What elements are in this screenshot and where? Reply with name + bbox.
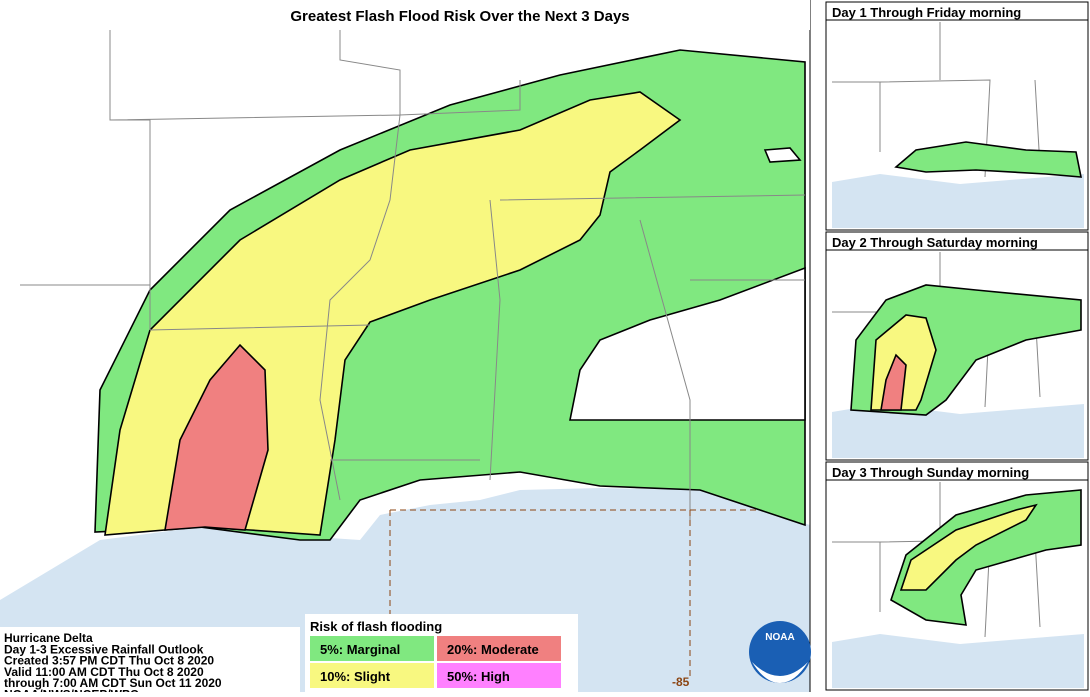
panel-risk-area: [899, 503, 1038, 591]
panel-title-bar: [825, 231, 1089, 251]
panel-water: [832, 404, 1084, 458]
no-risk-area: [569, 266, 806, 421]
info-line: through 7:00 AM CDT Sun Oct 11 2020: [4, 676, 222, 690]
panel: Day 1 Through Friday morning: [825, 1, 1089, 231]
logo-text: NOAA: [765, 632, 794, 643]
legend: 5%: Marginal 20%: Moderate 10%: Slight 50%:…: [310, 636, 561, 688]
panel-water: [832, 634, 1084, 688]
panel: Day 3 Through Sunday morning: [825, 461, 1089, 691]
separator: [810, 0, 824, 692]
info-line: Valid 11:00 AM CDT Thu Oct 8 2020: [4, 665, 204, 679]
panel-risk-area: [880, 353, 907, 411]
panel-states: [832, 22, 1041, 178]
no-risk-area: [763, 147, 802, 163]
legend-swatch: [310, 636, 434, 661]
legend-title: Risk of flash flooding: [310, 619, 442, 634]
panel-title: Day 1 Through Friday morning: [832, 5, 1021, 20]
legend-label: 20%: Moderate: [447, 642, 539, 657]
panel-title: Day 3 Through Sunday morning: [832, 465, 1029, 480]
legend-swatch: [310, 663, 434, 688]
panel: Day 2 Through Saturday morning: [825, 231, 1089, 461]
info-line: NOAA/NWS/NCEP/WPC: [4, 688, 139, 693]
panel-title-bar: [825, 461, 1089, 481]
panel-title-bar: [825, 1, 1089, 21]
longitude-label: -85: [672, 675, 690, 689]
legend-label: 10%: Slight: [320, 669, 391, 684]
moderate-area: [164, 343, 269, 531]
info-line: Created 3:57 PM CDT Thu Oct 8 2020: [4, 654, 214, 668]
panel-risk-area: [894, 141, 1082, 178]
panel-risk-area: [890, 489, 1082, 626]
info-box: [0, 627, 300, 692]
panel-water: [832, 174, 1084, 228]
title-bar: [0, 0, 810, 30]
legend-label: 5%: Marginal: [320, 642, 400, 657]
noaa-logo: NOAA: [749, 621, 811, 683]
panels: Day 1 Through Friday morning Day 2 Throug…: [825, 1, 1089, 691]
info-line: Day 1-3 Excessive Rainfall Outlook: [4, 642, 204, 656]
legend-swatch: [437, 663, 561, 688]
legend-label: 50%: High: [447, 669, 510, 684]
panel-title: Day 2 Through Saturday morning: [832, 235, 1038, 250]
legend-swatch: [437, 636, 561, 661]
title: Greatest Flash Flood Risk Over the Next …: [290, 8, 629, 25]
info-line: Hurricane Delta: [4, 631, 93, 645]
state-boundaries: [20, 30, 806, 520]
